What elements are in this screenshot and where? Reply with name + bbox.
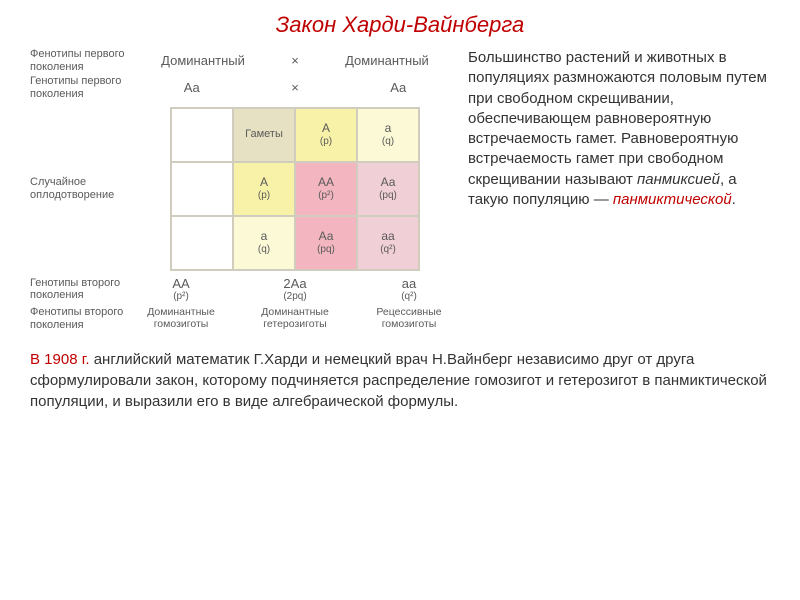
cell-AA: АА (p²) [295, 162, 357, 216]
freq: (p) [234, 190, 294, 202]
gen2-aa: аа (q²) [371, 277, 447, 302]
diagram-column: Фенотипы первого поколения Доминантный ×… [30, 48, 450, 333]
gen2-AA: АА (p²) [143, 277, 219, 302]
gen1-left: Аа [184, 80, 200, 95]
row-random-fertilization: Случайное оплодотворение Гаметы А (p) а [30, 107, 450, 271]
term-panmixia: панмиксией [637, 171, 720, 188]
phen2-dom-homo: Доминантные гомозиготы [143, 307, 219, 330]
row-phenotypes-1: Фенотипы первого поколения Доминантный ×… [30, 48, 450, 73]
cell-aa: аа (q²) [357, 216, 419, 270]
phen1-right: Доминантный [345, 53, 429, 68]
freq: (q) [234, 244, 294, 256]
allele: а [358, 122, 418, 136]
side-text-column: Большинство растений и животных в популя… [468, 48, 770, 333]
allele: А [234, 176, 294, 190]
punnett-blank [171, 162, 233, 216]
freq: (p²) [143, 291, 219, 302]
history-paragraph: В 1908 г. английский математик Г.Харди и… [30, 349, 770, 412]
term-panmictic: панмиктической [613, 191, 732, 208]
year-1908: В 1908 г. [30, 351, 90, 368]
label-phenotypes-1: Фенотипы первого поколения [30, 48, 140, 73]
main-layout: Фенотипы первого поколения Доминантный ×… [30, 48, 770, 333]
punnett-blank [171, 216, 233, 270]
allele: А [296, 122, 356, 136]
panmixia-paragraph: Большинство растений и животных в популя… [468, 48, 770, 210]
names: английский математик Г.Харди и немецкий … [90, 351, 513, 368]
freq: (p) [296, 136, 356, 148]
hardy-weinberg-diagram: Фенотипы первого поколения Доминантный ×… [30, 48, 450, 331]
genotype: АА [143, 277, 219, 291]
allele: а [234, 230, 294, 244]
gamete-left-a: а (q) [233, 216, 295, 270]
row-phenotypes-2: Фенотипы второго поколения Доминантные г… [30, 306, 450, 331]
cross-symbol: × [287, 53, 303, 68]
phen1-left: Доминантный [161, 53, 245, 68]
freq: (pq) [296, 244, 356, 256]
label-phenotypes-2: Фенотипы второго поколения [30, 306, 140, 331]
punnett-square: Гаметы А (p) а (q) [170, 107, 420, 271]
genotype: аа [358, 230, 418, 244]
punnett-blank [171, 108, 233, 162]
label-random: Случайное оплодотворение [30, 176, 140, 201]
freq: (q²) [371, 291, 447, 302]
gametes-header: Гаметы [233, 108, 295, 162]
side-post: . [732, 191, 736, 208]
phen2-dom-hetero: Доминантные гетерозиготы [257, 307, 333, 330]
genotype: АА [296, 176, 356, 190]
gen2-2Aa: 2Аа (2pq) [257, 277, 333, 302]
genotype: Аа [358, 176, 418, 190]
freq: (q) [358, 136, 418, 148]
genotype: 2Аа [257, 277, 333, 291]
genotype: Аа [296, 230, 356, 244]
gamete-left-A: А (p) [233, 162, 295, 216]
gamete-top-A: А (p) [295, 108, 357, 162]
cell-Aa-2: Аа (pq) [295, 216, 357, 270]
gamete-top-a: а (q) [357, 108, 419, 162]
freq: (p²) [296, 190, 356, 202]
freq: (q²) [358, 244, 418, 256]
side-pre: Большинство растений и животных в популя… [468, 49, 767, 188]
row-genotypes-2: Генотипы второго поколения АА (p²) 2Аа (… [30, 277, 450, 302]
cell-Aa-1: Аа (pq) [357, 162, 419, 216]
label-genotypes-2: Генотипы второго поколения [30, 277, 140, 302]
row-genotypes-1: Генотипы первого поколения Аа × Аа [30, 75, 450, 100]
page-title: Закон Харди-Вайнберга [30, 12, 770, 38]
label-genotypes-1: Генотипы первого поколения [30, 75, 140, 100]
phen2-rec-homo: Рецессивные гомозиготы [371, 307, 447, 330]
freq: (2pq) [257, 291, 333, 302]
gen1-right: Аа [390, 80, 406, 95]
freq: (pq) [358, 190, 418, 202]
genotype: аа [371, 277, 447, 291]
cross-symbol-2: × [287, 80, 303, 95]
